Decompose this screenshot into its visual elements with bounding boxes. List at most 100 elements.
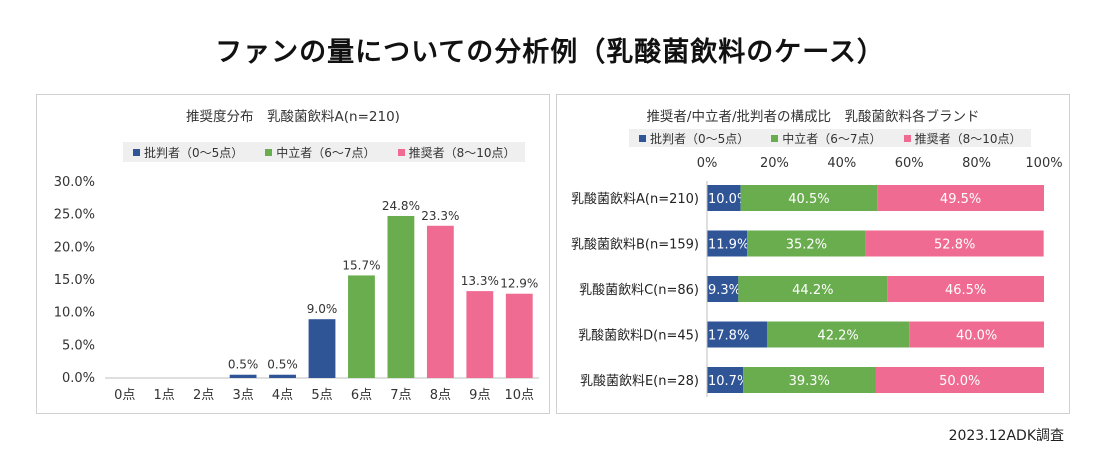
legend-label-promoters: 推奨者（8～10点） <box>408 145 516 160</box>
x-tick-label: 60% <box>895 156 924 171</box>
legend-swatch-detractors <box>639 134 646 142</box>
stacked-bar-segment <box>766 321 910 348</box>
legend-swatch-detractors <box>133 148 140 156</box>
x-tick-label: 7点 <box>390 388 411 403</box>
distribution-chart-title: 推奨度分布 乳酸菌飲料A(n=210) <box>186 109 400 125</box>
y-category-label: 乳酸菌飲料E(n=28) <box>580 373 699 389</box>
segment-value-label: 10.0% <box>708 192 749 207</box>
bar <box>229 374 257 378</box>
bar-value-label: 0.5% <box>228 358 259 372</box>
segment-value-label: 17.8% <box>708 329 749 344</box>
bar <box>426 225 454 378</box>
y-tick-label: 10.0% <box>54 306 95 321</box>
bar <box>269 374 296 378</box>
legend-label-promoters: 推奨者（8～10点） <box>914 131 1022 146</box>
stacked-bar-segment <box>707 321 767 348</box>
stacked-bar-segment <box>865 230 1044 257</box>
stacked-bar-segment <box>707 185 741 211</box>
segment-value-label: 40.5% <box>788 192 829 207</box>
stacked-bar-segment <box>909 321 1044 348</box>
segment-value-label: 46.5% <box>945 283 986 298</box>
x-tick-label: 20% <box>760 156 789 171</box>
legend-label-detractors: 批判者（0～5点） <box>650 131 750 146</box>
segment-value-label: 42.2% <box>817 329 858 344</box>
segment-value-label: 10.7% <box>708 374 749 389</box>
y-category-label: 乳酸菌飲料C(n=86) <box>579 282 699 298</box>
stacked-bar-segment <box>877 185 1044 211</box>
distribution-chart-legend: 批判者（0～5点） 中立者（6～7点） 推奨者（8～10点） <box>123 142 526 162</box>
segment-value-label: 52.8% <box>934 238 975 253</box>
bar-value-label: 13.3% <box>461 274 499 288</box>
x-tick-label: 9点 <box>469 388 490 403</box>
composition-chart-title: 推奨者/中立者/批判者の構成比 乳酸菌飲料各ブランド <box>646 109 980 125</box>
segment-value-label: 40.0% <box>956 329 997 344</box>
x-tick-label: 80% <box>962 156 991 171</box>
stacked-bar-segment <box>707 276 739 302</box>
bar-value-label: 24.8% <box>382 199 420 213</box>
distribution-chart-plot: 0.0% 5.0% 10.0% 15.0% 20.0% 25.0% 30.0% 0点 1点 2点 0… <box>54 175 539 403</box>
stacked-bar-segment <box>740 185 878 211</box>
distribution-chart-panel: 推奨度分布 乳酸菌飲料A(n=210) 批判者（0～5点） 中立者（6～7点） … <box>36 94 550 414</box>
segment-value-label: 39.3% <box>789 374 830 389</box>
y-category-label: 乳酸菌飲料B(n=159) <box>571 237 699 253</box>
y-category-label: 乳酸菌飲料D(n=45) <box>578 328 699 344</box>
legend-item-detractors: 批判者（0～5点） <box>639 130 749 147</box>
legend-item-detractors: 批判者（0～5点） <box>133 144 243 161</box>
x-tick-label: 2点 <box>193 388 214 403</box>
segment-value-label: 9.3% <box>708 283 741 298</box>
stacked-bar-segment <box>875 367 1044 393</box>
legend-item-passives: 中立者（6～7点） <box>771 130 882 147</box>
bar-value-label: 23.3% <box>421 209 459 223</box>
stacked-bar-segment <box>738 276 888 302</box>
x-tick-label: 8点 <box>430 388 451 403</box>
x-tick-label: 1点 <box>154 388 175 403</box>
legend-swatch-passives <box>265 148 273 156</box>
bar <box>308 319 336 378</box>
segment-value-label: 49.5% <box>940 192 981 207</box>
stacked-bar-segment <box>747 230 866 257</box>
legend-swatch-passives <box>771 134 779 142</box>
composition-chart-plot: 0% 20% 40% 60% 80% 100% 乳酸菌飲料A(n=210) 10.0% 40.5… <box>571 156 1063 397</box>
bar-value-label: 15.7% <box>342 258 380 272</box>
x-tick-label: 3点 <box>232 388 253 403</box>
legend-item-passives: 中立者（6～7点） <box>265 144 376 161</box>
legend-swatch-promoters <box>903 134 911 142</box>
y-tick-label: 15.0% <box>54 273 95 288</box>
source-note: 2023.12ADK調査 <box>948 428 1064 444</box>
stacked-bar-segment <box>707 367 744 393</box>
stacked-bar-segment <box>887 276 1044 302</box>
y-category-label: 乳酸菌飲料A(n=210) <box>571 191 699 207</box>
composition-chart-panel: 推奨者/中立者/批判者の構成比 乳酸菌飲料各ブランド 批判者（0～5点） 中立者… <box>556 94 1070 414</box>
bar-value-label: 9.0% <box>307 302 338 316</box>
stacked-bar-segment <box>743 367 876 393</box>
segment-value-label: 11.9% <box>708 238 749 253</box>
y-tick-label: 0.0% <box>62 371 95 386</box>
stacked-bar-segment <box>707 230 748 257</box>
segment-value-label: 50.0% <box>939 374 980 389</box>
x-tick-label: 100% <box>1025 156 1062 171</box>
legend-item-promoters: 推奨者（8～10点） <box>397 144 516 161</box>
y-tick-label: 30.0% <box>54 175 95 190</box>
legend-label-passives: 中立者（6～7点） <box>276 145 376 160</box>
segment-value-label: 44.2% <box>792 283 833 298</box>
x-tick-label: 10点 <box>504 388 534 403</box>
bar <box>466 291 494 378</box>
legend-label-passives: 中立者（6～7点） <box>782 131 882 146</box>
legend-label-detractors: 批判者（0～5点） <box>144 145 244 160</box>
x-tick-label: 5点 <box>311 388 332 403</box>
x-tick-label: 0% <box>697 156 718 171</box>
y-tick-label: 5.0% <box>62 338 95 353</box>
x-tick-label: 0点 <box>114 388 135 403</box>
bar <box>348 275 375 378</box>
legend-item-promoters: 推奨者（8～10点） <box>903 130 1022 147</box>
y-tick-label: 20.0% <box>54 240 95 255</box>
x-tick-label: 6点 <box>351 388 372 403</box>
bar-value-label: 0.5% <box>267 358 298 372</box>
bar <box>505 293 533 378</box>
composition-chart-legend: 批判者（0～5点） 中立者（6～7点） 推奨者（8～10点） <box>629 129 1032 147</box>
x-tick-label: 4点 <box>272 388 293 403</box>
y-tick-label: 25.0% <box>54 208 95 223</box>
segment-value-label: 35.2% <box>786 238 827 253</box>
page-title: ファンの量についての分析例（乳酸菌飲料のケース） <box>215 37 885 68</box>
legend-swatch-promoters <box>397 148 405 156</box>
